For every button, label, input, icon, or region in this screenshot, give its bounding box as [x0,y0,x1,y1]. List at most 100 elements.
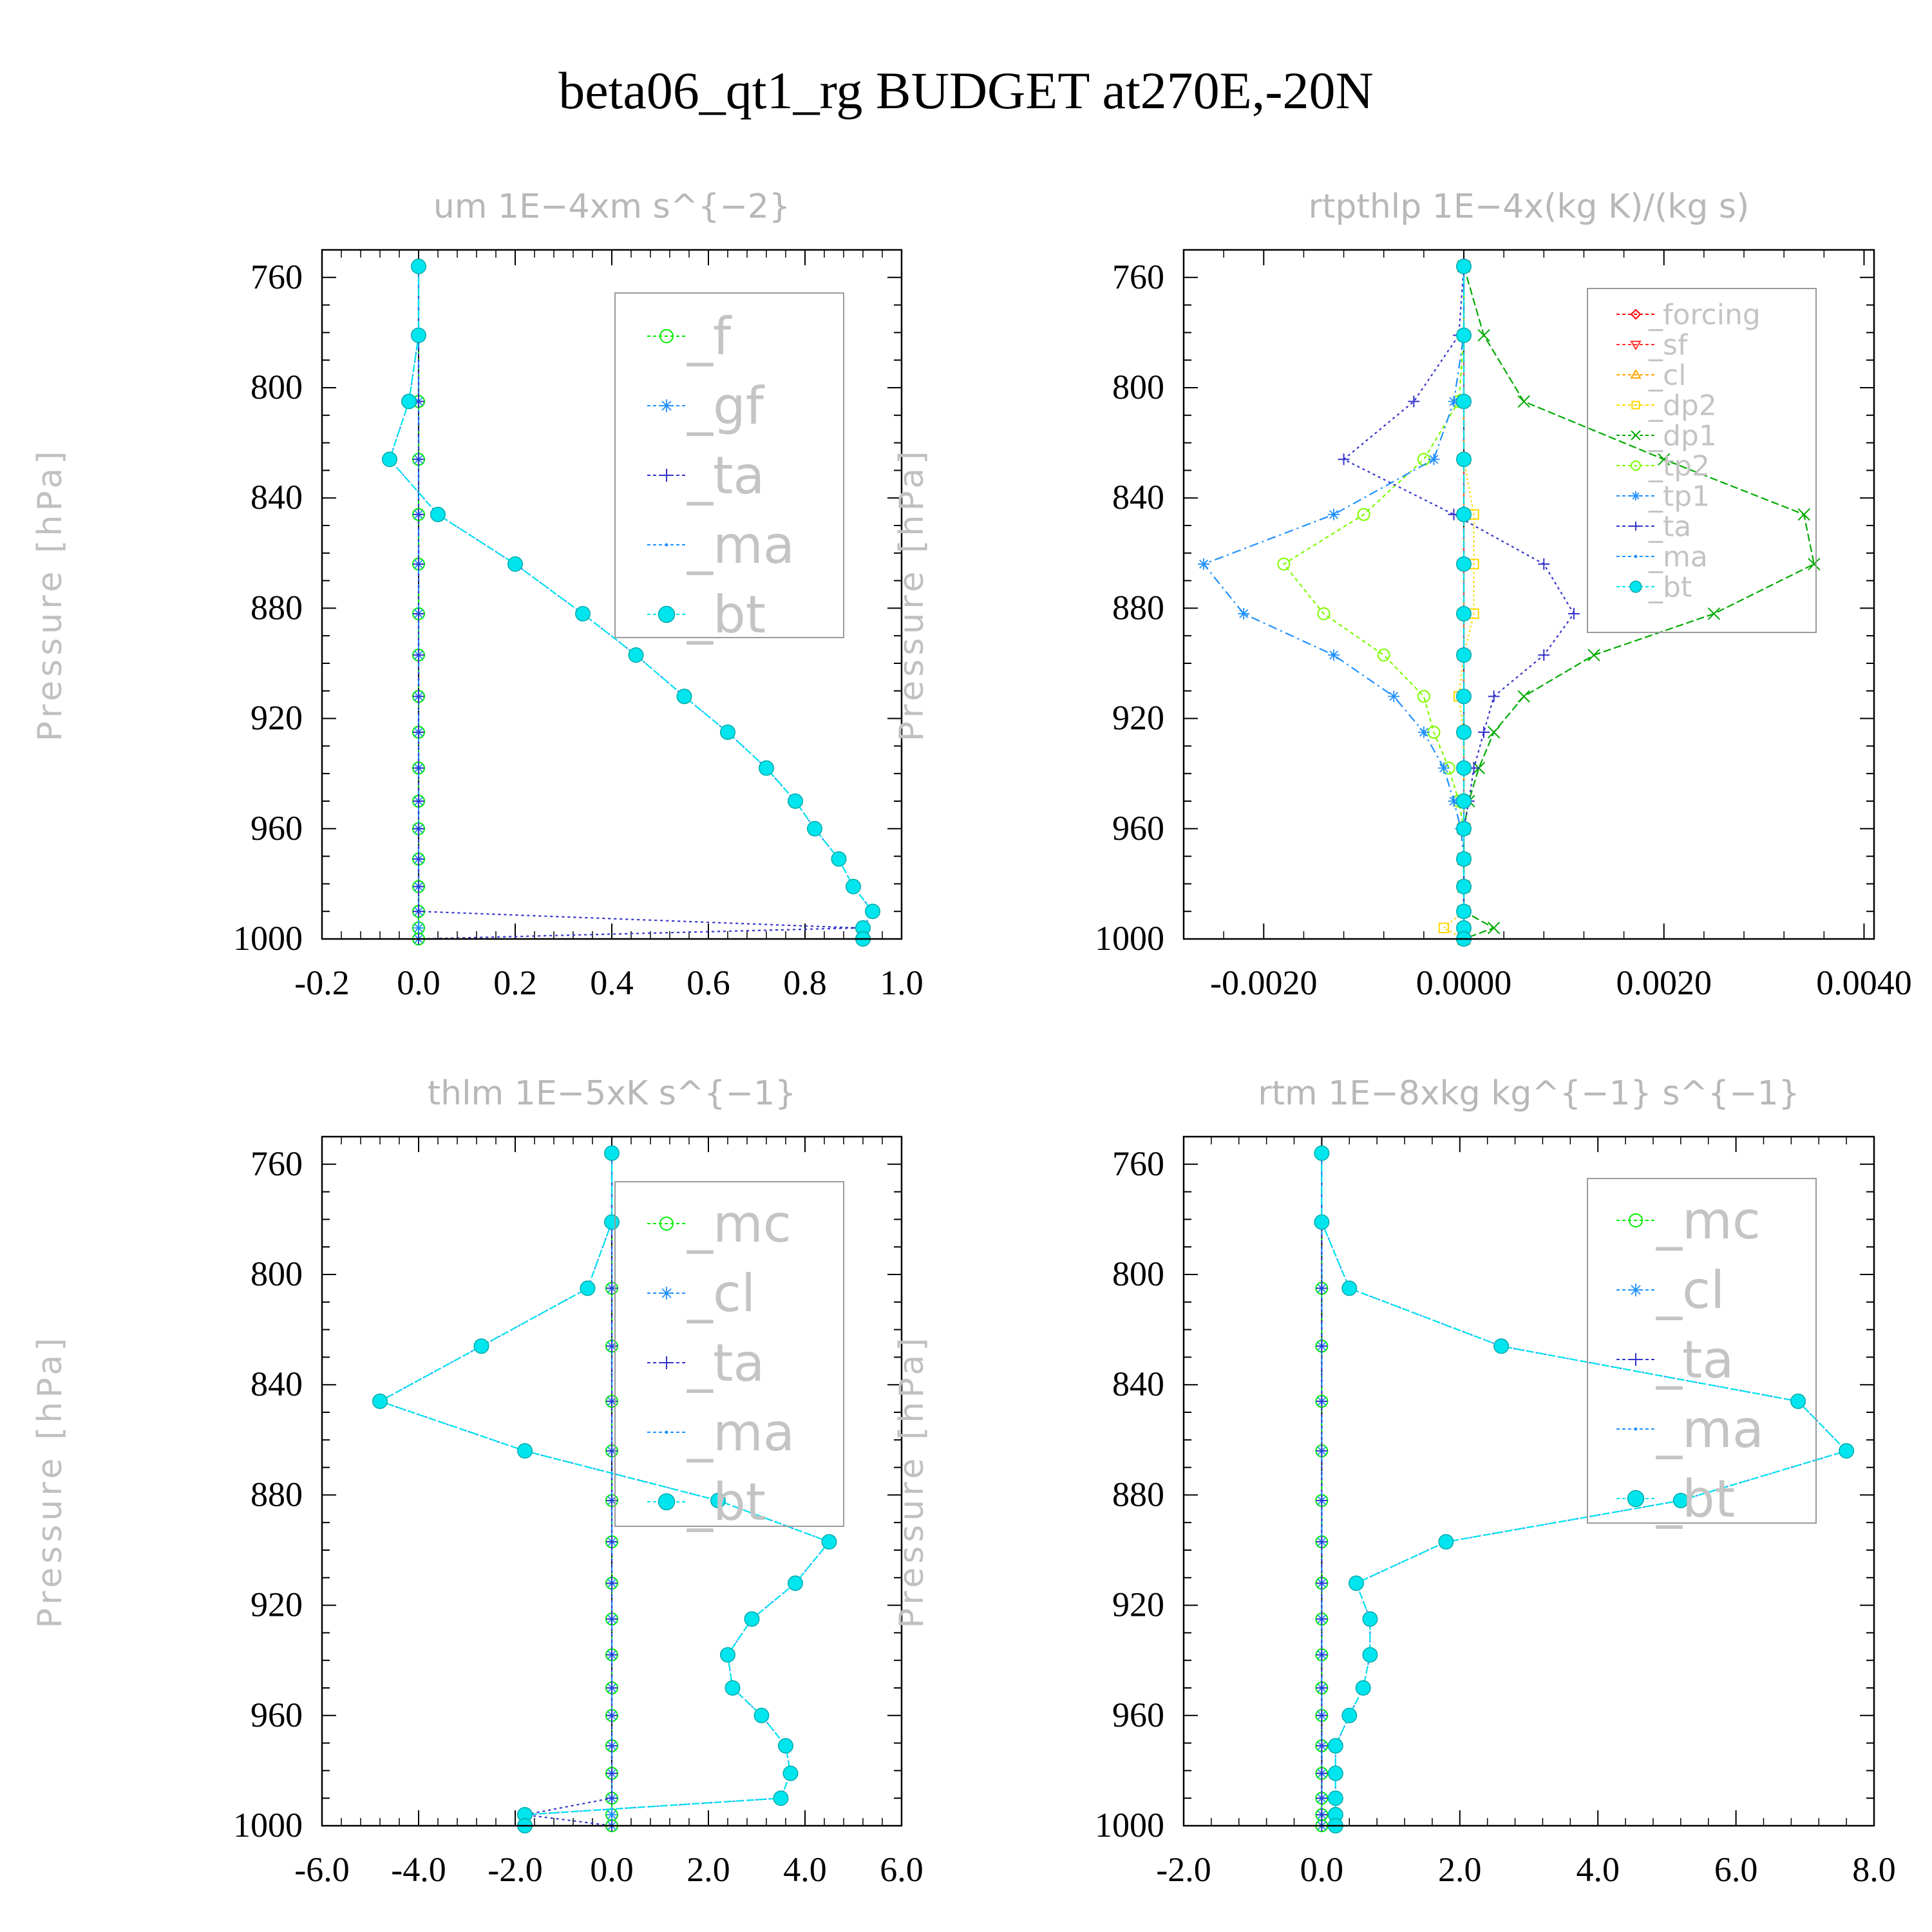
marker-circle [1377,649,1390,662]
marker-plus [413,453,424,466]
marker-filled-circle [1327,1790,1343,1806]
marker-plus [413,690,424,703]
marker-filled-circle [1456,724,1472,740]
panel-title: um 1E−4xm s^{−2} [433,187,790,226]
marker-x [1517,690,1530,703]
x-tick-label: 1.0 [880,963,923,1002]
x-tick-label: 6.0 [1714,1850,1758,1889]
marker-asterisk [1388,690,1400,703]
marker-plus [1631,522,1640,531]
marker-filled-circle [430,506,446,522]
y-tick-label: 1000 [233,1806,303,1844]
marker-filled-circle [1327,1765,1343,1781]
marker-plus [1316,1739,1328,1752]
marker-plus [1567,607,1580,620]
marker-plus [1538,649,1550,661]
marker-plus [606,1682,618,1694]
y-tick-label: 760 [251,1144,303,1183]
y-axis-label: Pressure [hPa] [893,1334,931,1629]
marker-plus [606,1577,618,1589]
marker-plus [1316,1709,1328,1721]
legend-label: _bt [687,1472,766,1532]
marker-filled-circle [1629,580,1642,593]
y-tick-label: 880 [251,588,303,627]
marker-plus [1316,1340,1328,1352]
marker-dot [665,1430,668,1434]
marker-plus [1488,690,1500,703]
marker-plus [413,880,424,893]
y-tick-label: 1000 [233,919,303,958]
marker-filled-circle [1672,1492,1689,1508]
x-tick-label: 0.0000 [1416,963,1512,1002]
marker-plus [606,1767,618,1779]
marker-plus [1338,453,1350,466]
marker-plus [660,1356,673,1369]
marker-filled-circle [720,1647,735,1663]
x-tick-label: -0.0020 [1210,963,1317,1002]
marker-x [1631,430,1641,440]
chart-panel-2: rtpthlp 1E−4x(kg K)/(kg s) Pressure [hPa]… [893,187,1912,1002]
series-line [1202,266,1465,939]
y-tick-label: 960 [1112,809,1164,848]
series-bt [382,258,880,947]
marker-filled-circle [1355,1680,1371,1696]
x-tick-label: 0.4 [590,963,634,1002]
legend-label: _sf [1648,328,1689,361]
marker-dot [1634,1427,1638,1431]
marker-circle [1357,507,1370,521]
legend-label: _tp1 [1648,480,1710,513]
marker-plus [606,1613,618,1625]
plot-frame [321,249,903,940]
marker-filled-circle [782,1765,799,1781]
marker-filled-circle [1456,878,1472,895]
marker-plus [413,762,424,774]
marker-filled-circle [773,1790,789,1806]
x-tick-label: 6.0 [880,1850,923,1889]
y-axis-label: Pressure [hPa] [31,1334,70,1629]
series-tp2 [1277,260,1471,945]
marker-filled-circle [1349,1575,1364,1591]
x-tick-label: 0.0040 [1816,963,1912,1002]
legend-label: _ma [1656,1399,1764,1459]
marker-asterisk [1417,726,1430,738]
marker-filled-circle [1456,393,1472,410]
marker-asterisk [660,1287,673,1300]
marker-filled-circle [1456,647,1472,663]
x-tick-label: -0.2 [294,963,349,1002]
y-tick-label: 1000 [1095,1806,1164,1844]
marker-asterisk [1437,762,1450,774]
marker-filled-circle [1314,1145,1330,1161]
marker-square [1631,401,1640,410]
y-tick-label: 880 [251,1475,303,1513]
marker-filled-circle [759,760,774,776]
marker-filled-circle [507,556,523,572]
marker-filled-circle [724,1680,741,1696]
series-ta [413,260,864,945]
x-tick-label: 0.0 [590,1850,634,1889]
marker-x [1487,726,1501,739]
legend-label: _tp2 [1648,450,1710,482]
legend-box [614,1181,844,1527]
panel-title: rtm 1E−8xkg kg^{−1} s^{−1} [1258,1074,1800,1113]
y-tick-label: 960 [251,1696,303,1734]
marker-filled-circle [604,1214,620,1230]
plot-frame [1182,249,1875,940]
marker-circle [1317,607,1331,620]
marker-filled-circle [401,393,417,410]
marker-filled-circle [1362,1647,1378,1663]
marker-x [1487,922,1501,934]
marker-plus [413,508,424,520]
legend-label: _forcing [1648,298,1761,331]
y-tick-label: 920 [251,1586,303,1624]
legend-box [614,292,844,638]
marker-plus [1316,1767,1328,1779]
marker-x [1797,508,1810,521]
series-dp1 [1457,260,1821,945]
marker-filled-circle [1438,1534,1454,1550]
y-tick-label: 760 [1112,1144,1164,1183]
y-tick-label: 920 [1112,699,1164,737]
y-tick-label: 1000 [1095,919,1164,958]
marker-diamond [1630,308,1642,320]
panel-title: thlm 1E−5xK s^{−1} [428,1074,796,1113]
